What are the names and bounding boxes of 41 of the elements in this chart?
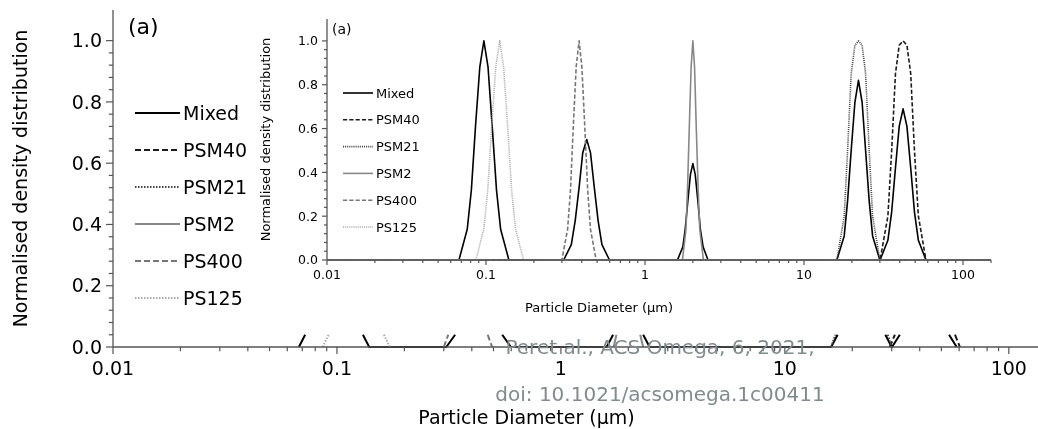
y-tick-label: 0.4 — [71, 213, 102, 236]
legend-label: PS125 — [183, 286, 243, 309]
legend-label: PS400 — [183, 249, 243, 272]
legend-label: PSM2 — [376, 165, 412, 181]
legend-label: PSM40 — [376, 112, 420, 128]
legend-label: PSM21 — [183, 175, 248, 198]
y-tick-label: 0.6 — [71, 151, 102, 174]
y-tick-label: 0.2 — [298, 208, 318, 224]
legend-label: PSM2 — [183, 212, 235, 235]
y-tick-label: 1.0 — [71, 29, 102, 52]
y-axis-title: Normalised density distribution — [9, 29, 31, 328]
legend-label: PSM40 — [183, 138, 248, 161]
y-tick-label: 0.6 — [298, 120, 319, 136]
x-tick-label: 0.01 — [91, 356, 135, 379]
legend-label: Mixed — [183, 101, 240, 124]
y-tick-label: 0.0 — [71, 335, 102, 358]
text: doi: 10.1021/acsomega.1c00411 — [495, 382, 825, 406]
y-tick-label: 0.8 — [71, 90, 102, 113]
y-tick-label: 1.0 — [298, 33, 319, 49]
y-tick-label: 0.4 — [298, 164, 319, 180]
legend-label: PS400 — [376, 192, 417, 208]
x-tick-label: 1 — [554, 356, 567, 379]
x-tick-label: 0.1 — [476, 266, 496, 282]
x-tick-label: 10 — [796, 266, 812, 282]
annotation: (a) — [128, 14, 159, 39]
x-tick-label: 100 — [990, 356, 1027, 379]
x-tick-label: 0.1 — [321, 356, 353, 379]
x-tick-label: 10 — [772, 356, 797, 379]
y-tick-label: 0.2 — [71, 274, 102, 297]
y-axis-title: Normalised density distribution — [258, 37, 273, 242]
y-tick-label: 0.8 — [298, 77, 319, 93]
x-axis-title: Particle Diameter (µm) — [524, 300, 674, 315]
legend-label: PSM21 — [376, 139, 420, 155]
annotation: (a) — [332, 21, 352, 37]
x-axis-title: Particle Diameter (µm) — [418, 406, 635, 428]
x-tick-label: 1 — [641, 266, 649, 282]
legend-label: PS125 — [376, 219, 417, 235]
x-tick-label: 100 — [951, 266, 975, 282]
x-tick-label: 0.01 — [313, 266, 341, 282]
y-tick-label: 0.0 — [298, 252, 319, 268]
legend-label: Mixed — [376, 85, 415, 101]
